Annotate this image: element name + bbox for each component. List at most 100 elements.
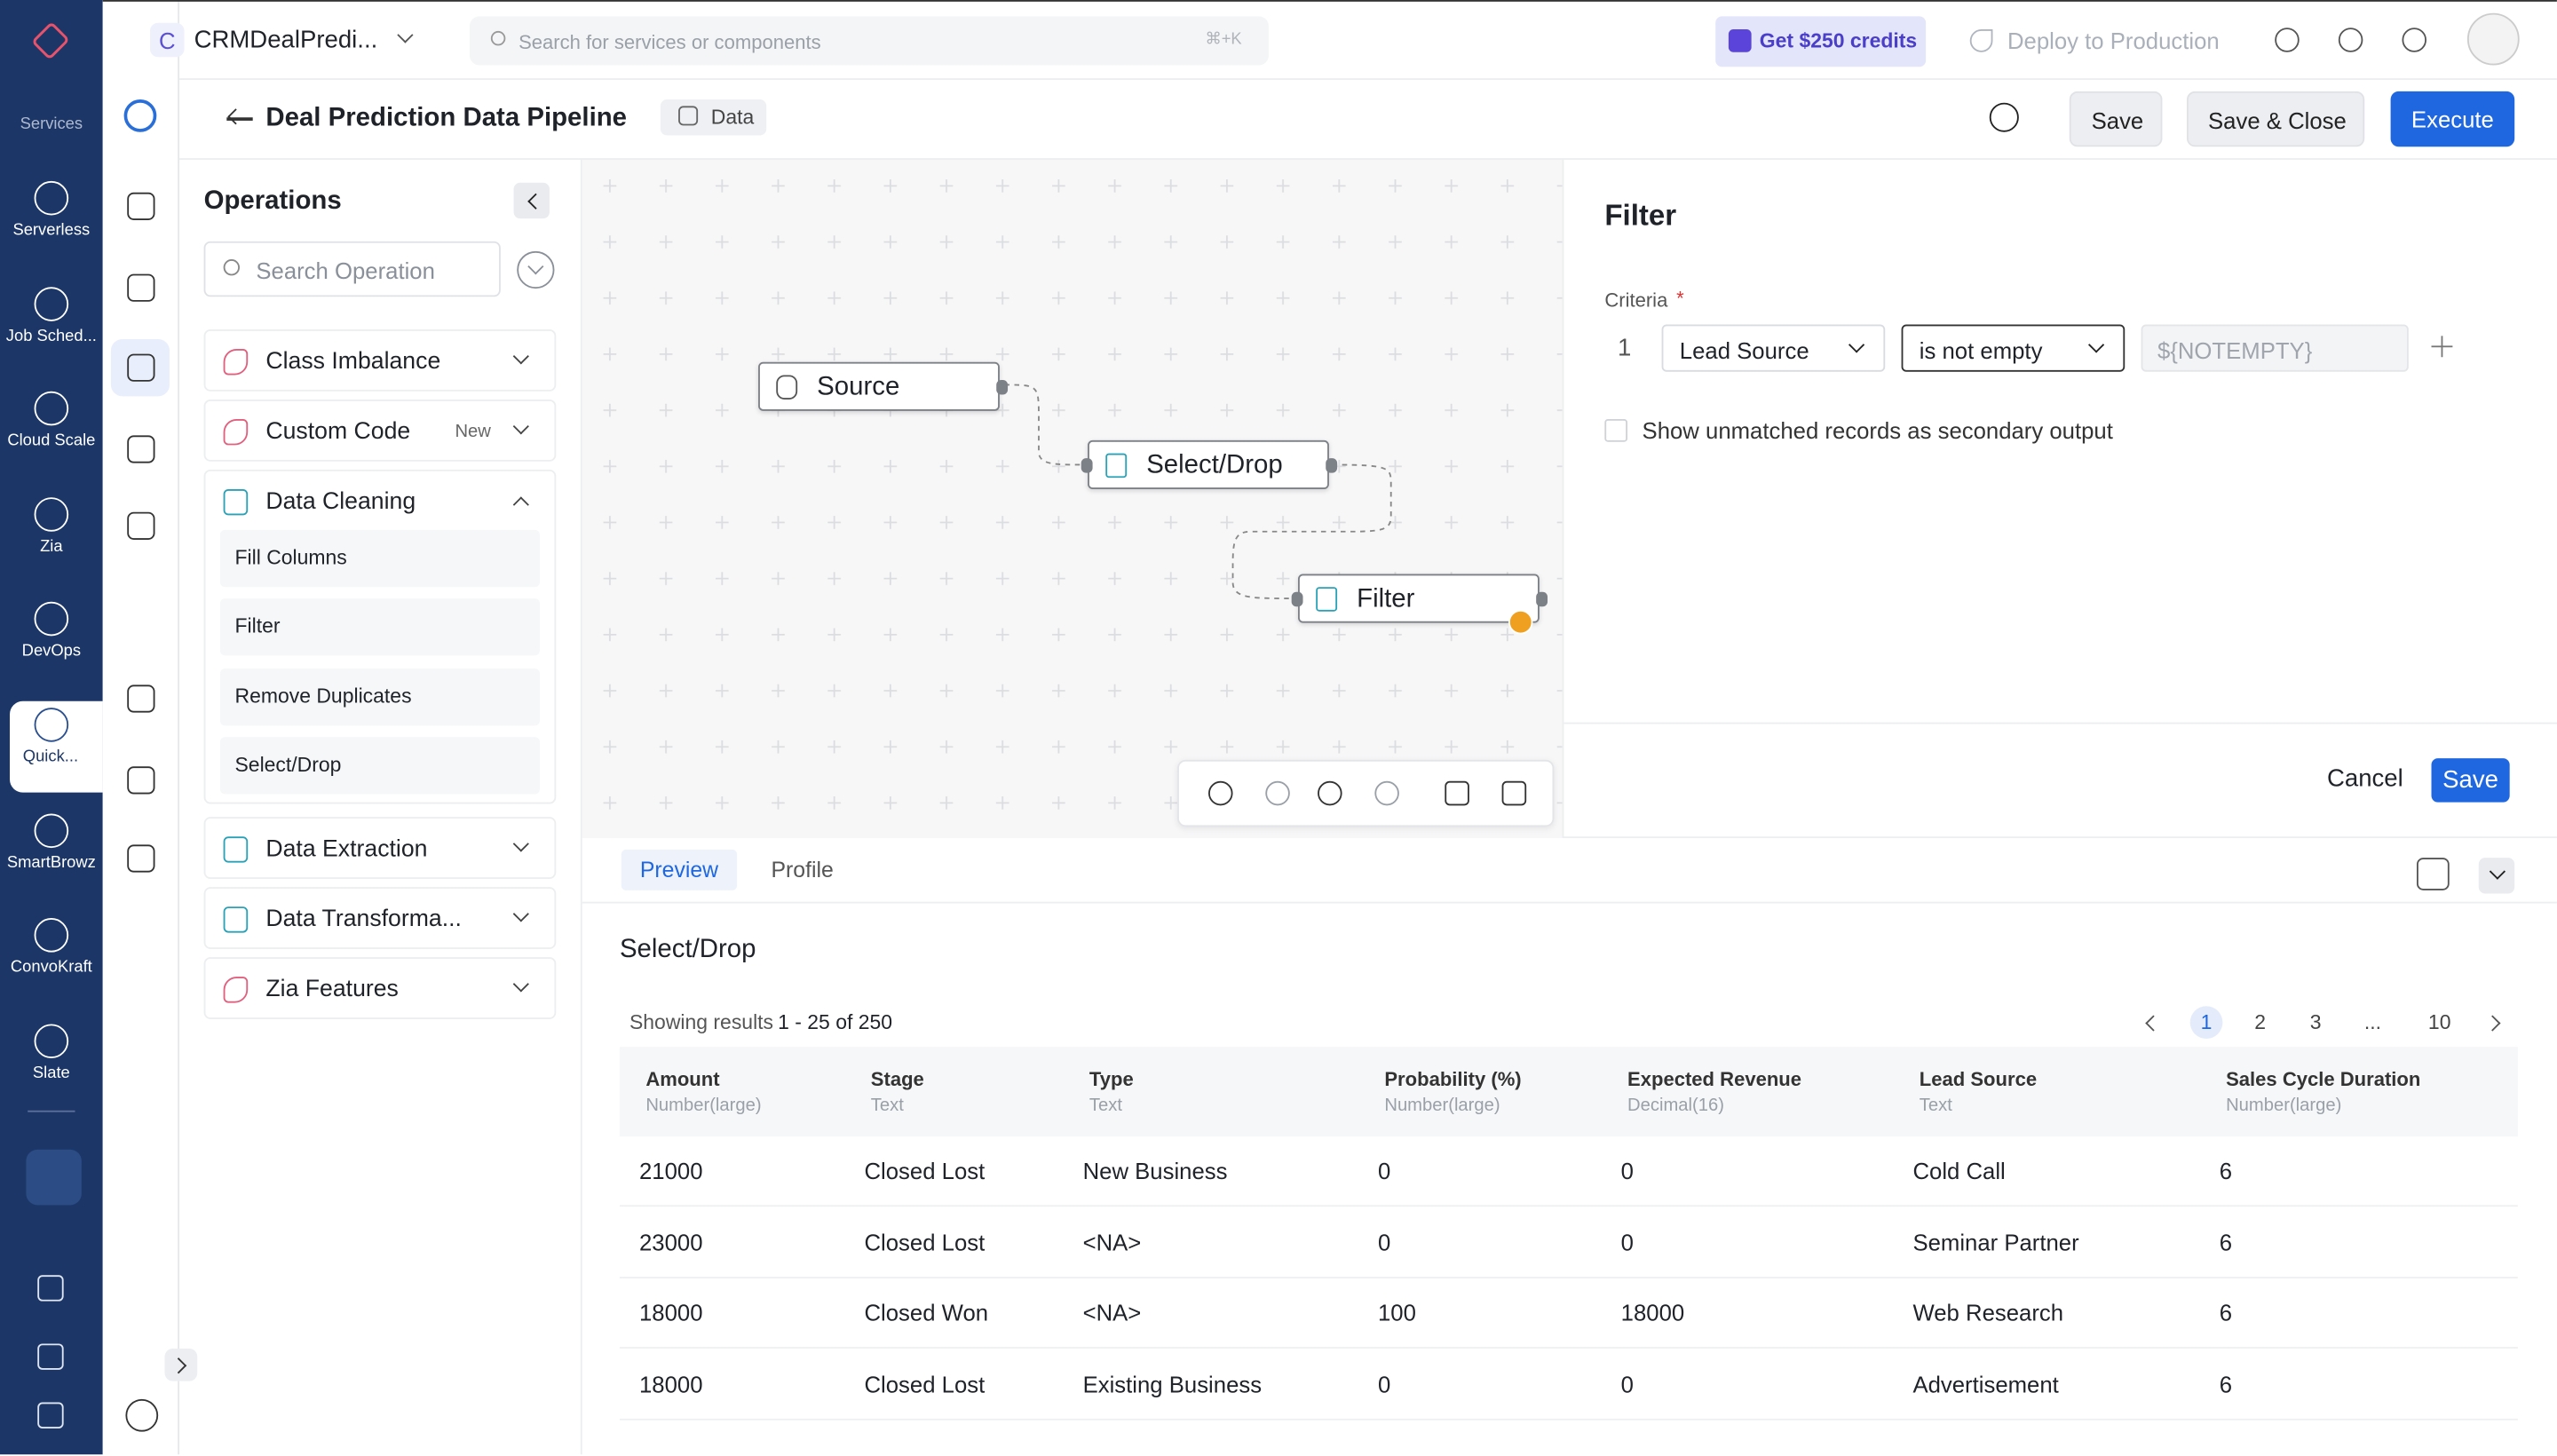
table-cell: 21000 <box>638 1158 703 1184</box>
tab-label: Preview <box>639 858 719 882</box>
table-cell: Closed Lost <box>864 1371 986 1398</box>
services-sidebar: Services Serverless Job Sched... Cloud Scal… <box>0 0 103 1455</box>
field-select[interactable]: Lead Source <box>1661 324 1886 372</box>
checkbox[interactable] <box>1604 419 1628 442</box>
pipeline-node[interactable]: Select/Drop <box>1081 439 1338 490</box>
row-divider <box>619 1276 2518 1278</box>
operation-item[interactable]: Select/Drop <box>219 736 540 795</box>
chevron <box>227 108 244 125</box>
button-label: Save <box>2091 107 2144 134</box>
credits-button[interactable]: Get $250 credits <box>1715 16 1927 67</box>
operator-select[interactable]: is not empty <box>1901 324 2126 372</box>
service-item[interactable]: ConvoKraft <box>0 912 103 1003</box>
table-cell: Cold Call <box>1912 1158 2006 1184</box>
service-icon <box>34 392 69 426</box>
operation-item[interactable]: Fill Columns <box>219 529 540 588</box>
deploy-button[interactable]: Deploy to Production <box>2007 28 2220 54</box>
table-cell: <NA> <box>1082 1229 1142 1255</box>
group-name[interactable]: Custom Code <box>265 419 411 446</box>
value-input[interactable]: ${NOTEMPTY} <box>2141 324 2409 372</box>
operation-item[interactable]: Filter <box>219 598 540 656</box>
collapse-button[interactable] <box>513 182 550 219</box>
page-label: 10 <box>2427 1010 2451 1034</box>
select-value: Lead Source <box>1679 337 1809 364</box>
icon <box>127 844 155 873</box>
header-button[interactable]: Save <box>2069 91 2163 147</box>
service-item[interactable]: DevOps <box>0 596 103 687</box>
page-button[interactable]: 10 <box>2418 1006 2461 1039</box>
out-port <box>1536 591 1548 607</box>
header-button[interactable]: Execute <box>2390 91 2515 147</box>
operation-group: Custom Code New <box>203 399 557 462</box>
service-item[interactable]: SmartBrowz <box>0 806 103 898</box>
apps-button[interactable] <box>26 1149 82 1206</box>
pipeline-node[interactable]: Filter <box>1291 574 1548 635</box>
group-name[interactable]: Class Imbalance <box>265 349 441 376</box>
operation-group: Zia Features <box>203 957 557 1019</box>
operation-item[interactable]: Remove Duplicates <box>219 668 540 725</box>
in-port <box>1081 458 1093 473</box>
criteria-label: Criteria <box>1604 289 1668 312</box>
node-icon <box>1105 453 1128 479</box>
service-item[interactable]: Slate <box>0 1017 103 1109</box>
badge: New <box>455 422 491 442</box>
table-cell: 6 <box>2219 1158 2233 1184</box>
operation-search[interactable]: Search Operation <box>203 241 501 297</box>
global-search[interactable]: Search for services or components ⌘+K <box>469 16 1269 66</box>
column-name: Type <box>1089 1068 1134 1091</box>
credits-label: Get $250 credits <box>1759 29 1918 52</box>
operation-group: Class Imbalance <box>203 329 557 392</box>
operation-group: Data Transforma... <box>203 887 557 949</box>
expand-button[interactable] <box>164 1348 198 1381</box>
header-button[interactable]: Save & Close <box>2187 91 2365 147</box>
chevron <box>512 496 529 513</box>
preview-tab[interactable]: Profile <box>747 850 858 890</box>
table-cell: 18000 <box>1620 1300 1685 1326</box>
save-button[interactable]: Save <box>2431 758 2510 803</box>
service-item[interactable]: Job Sched... <box>0 280 103 371</box>
preview-tab[interactable]: Preview <box>621 849 738 890</box>
node-label: Filter <box>1357 585 1415 613</box>
page-button[interactable]: ... <box>2356 1006 2389 1039</box>
page-button[interactable]: 2 <box>2244 1006 2276 1039</box>
page-button[interactable]: 1 <box>2189 1006 2223 1039</box>
pipeline-node[interactable]: Source <box>758 361 1009 411</box>
button-label: Save <box>2442 766 2498 795</box>
column-type: Text <box>1919 1096 1952 1116</box>
user-avatar[interactable] <box>2466 12 2520 66</box>
help-icon[interactable] <box>1989 102 2019 132</box>
group-name[interactable]: Data Transforma... <box>265 906 462 933</box>
column-name: Lead Source <box>1919 1068 2038 1091</box>
project-name[interactable]: CRMDealPredi... <box>194 26 378 54</box>
filter-toggle[interactable] <box>517 250 555 289</box>
add-criteria[interactable] <box>2431 336 2453 358</box>
chevron <box>2087 336 2105 353</box>
icon <box>1207 780 1233 806</box>
group-name[interactable]: Data Extraction <box>265 836 428 863</box>
cancel-button[interactable]: Cancel <box>2326 764 2403 793</box>
collapse-icon[interactable] <box>2478 858 2515 894</box>
type-tag: Data <box>660 99 767 136</box>
service-item[interactable]: Serverless <box>0 175 103 266</box>
preview-title: Select/Drop <box>619 936 756 964</box>
icon <box>127 684 155 713</box>
row-divider <box>619 1419 2518 1420</box>
column-name: Sales Cycle Duration <box>2226 1068 2421 1091</box>
service-item[interactable]: Quick... <box>10 700 103 793</box>
operation-group: Data Extraction <box>203 817 557 879</box>
table-cell: 0 <box>1378 1371 1391 1398</box>
search-placeholder: Search Operation <box>256 257 435 284</box>
table-cell: Existing Business <box>1082 1371 1263 1398</box>
icon <box>127 511 155 540</box>
add-button[interactable] <box>125 1398 159 1432</box>
back-arrow[interactable] <box>226 117 253 121</box>
service-item[interactable]: Zia <box>0 490 103 582</box>
table-cell: 0 <box>1620 1158 1635 1184</box>
service-label: Serverless <box>12 221 91 240</box>
service-item[interactable]: Cloud Scale <box>0 385 103 477</box>
group-name[interactable]: Zia Features <box>265 977 399 1003</box>
group-name[interactable]: Data Cleaning <box>265 489 416 516</box>
expand-icon[interactable] <box>2416 858 2450 890</box>
page-button[interactable]: 3 <box>2300 1006 2332 1039</box>
